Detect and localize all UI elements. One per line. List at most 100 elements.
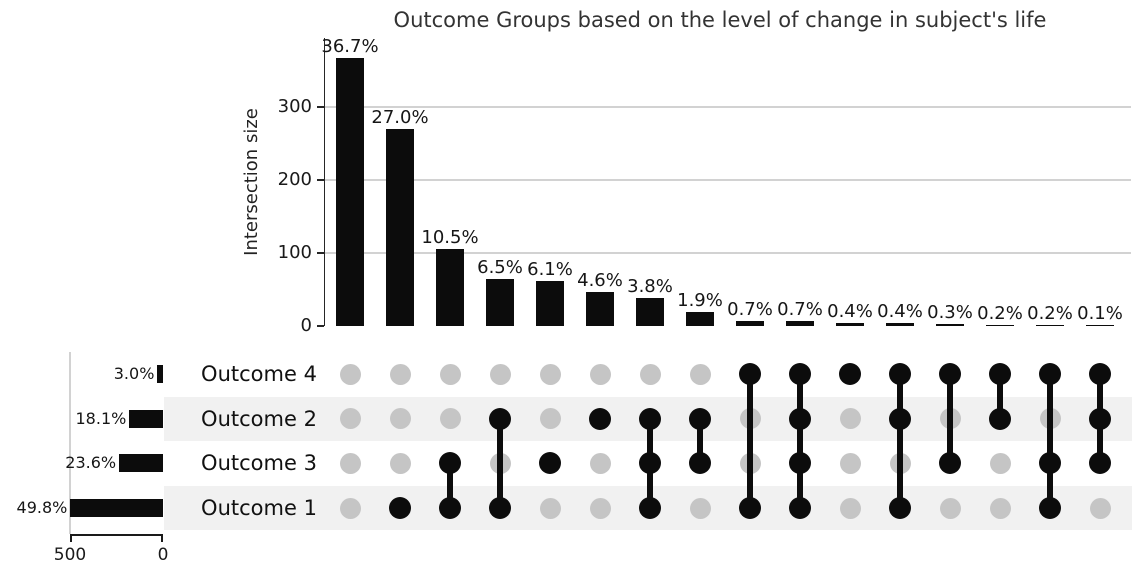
- intersection-bar: [536, 281, 564, 326]
- matrix-dot: [1089, 497, 1111, 519]
- matrix-dot: [1039, 363, 1061, 385]
- intersection-pct-label: 1.9%: [677, 290, 723, 312]
- set-axis-tick-label: 0: [157, 545, 169, 565]
- matrix-dot: [639, 497, 661, 520]
- matrix-dot: [889, 497, 911, 520]
- connector-line: [447, 463, 453, 509]
- intersection-pct-label: 0.3%: [927, 301, 973, 323]
- matrix-dot: [439, 408, 461, 430]
- matrix-dot: [789, 363, 811, 385]
- set-size-bar: [157, 365, 163, 383]
- y-axis-label: Intersection size: [241, 108, 262, 256]
- intersection-bar: [886, 323, 914, 326]
- intersection-pct-label: 0.7%: [777, 298, 823, 320]
- matrix-dot: [689, 407, 711, 430]
- matrix-dot: [1039, 497, 1061, 520]
- set-pct-label: 23.6%: [65, 453, 117, 473]
- matrix-dot: [689, 452, 711, 475]
- matrix-dot: [439, 497, 461, 520]
- intersection-pct-label: 10.5%: [421, 227, 479, 249]
- matrix-dot: [1089, 407, 1111, 430]
- matrix-dot: [639, 452, 661, 475]
- connector-line: [497, 418, 503, 509]
- set-axis-gridline: [69, 352, 71, 534]
- connector-line: [897, 374, 903, 509]
- intersection-pct-label: 0.2%: [977, 302, 1023, 324]
- set-axis-end-tick: [161, 534, 163, 542]
- y-axis-tick: [316, 252, 324, 254]
- intersection-pct-label: 0.4%: [827, 301, 873, 323]
- matrix-dot: [439, 452, 461, 475]
- set-pct-label: 18.1%: [75, 408, 127, 428]
- matrix-dot: [589, 407, 611, 430]
- intersection-bar: [1036, 324, 1064, 326]
- matrix-dot: [489, 363, 511, 385]
- matrix-dot: [889, 407, 911, 430]
- matrix-dot: [1039, 452, 1061, 475]
- matrix-dot: [689, 497, 711, 519]
- matrix-dot: [589, 497, 611, 519]
- connector-line: [697, 418, 703, 464]
- matrix-dot: [339, 497, 361, 519]
- intersection-pct-label: 36.7%: [321, 36, 379, 58]
- matrix-dot: [389, 452, 411, 474]
- matrix-dot: [989, 452, 1011, 474]
- matrix-dot: [539, 452, 561, 475]
- intersection-pct-label: 0.1%: [1077, 303, 1123, 324]
- matrix-dot: [389, 497, 411, 520]
- set-size-bar: [129, 409, 163, 428]
- matrix-dot: [539, 497, 561, 519]
- set-row-label: Outcome 1: [201, 496, 317, 521]
- matrix-dot: [1089, 452, 1111, 475]
- connector-line: [997, 374, 1003, 419]
- y-axis-spine: [323, 38, 326, 326]
- matrix-dot: [489, 407, 511, 430]
- plot-title: Outcome Groups based on the level of cha…: [393, 8, 1047, 32]
- set-axis-tick-label: 500: [53, 545, 87, 565]
- matrix-dot: [889, 363, 911, 385]
- y-axis-gridline: [325, 252, 1131, 254]
- matrix-dot: [739, 363, 761, 385]
- y-axis-tick-label: 300: [277, 96, 312, 117]
- connector-line: [1047, 374, 1053, 509]
- connector-line: [747, 374, 753, 509]
- intersection-bar: [486, 278, 514, 326]
- matrix-dot: [789, 497, 811, 520]
- intersection-bar: [786, 320, 814, 326]
- matrix-dot: [539, 363, 561, 385]
- matrix-dot: [389, 408, 411, 430]
- matrix-dot: [339, 452, 361, 474]
- matrix-dot: [939, 497, 961, 519]
- y-axis-tick-label: 200: [277, 169, 312, 190]
- matrix-dot: [939, 452, 961, 475]
- intersection-bar: [836, 323, 864, 326]
- matrix-dot: [839, 363, 861, 385]
- intersection-pct-label: 0.7%: [727, 298, 773, 320]
- matrix-dot: [639, 363, 661, 385]
- y-axis-tick: [316, 106, 324, 108]
- set-pct-label: 49.8%: [16, 498, 68, 518]
- matrix-dot: [539, 408, 561, 430]
- matrix-dot: [439, 363, 461, 385]
- intersection-pct-label: 0.4%: [877, 301, 923, 323]
- intersection-bar: [1086, 325, 1114, 326]
- y-axis-tick-label: 100: [277, 242, 312, 263]
- intersection-pct-label: 6.1%: [527, 259, 573, 281]
- set-size-bar: [70, 499, 163, 518]
- matrix-dot: [339, 408, 361, 430]
- matrix-dot: [339, 363, 361, 385]
- matrix-dot: [989, 407, 1011, 430]
- matrix-dot: [839, 408, 861, 430]
- matrix-dot: [489, 497, 511, 520]
- matrix-dot: [839, 497, 861, 519]
- y-axis-tick-label: 0: [300, 315, 312, 336]
- y-axis-tick: [316, 179, 324, 181]
- matrix-dot: [639, 407, 661, 430]
- matrix-dot: [939, 363, 961, 385]
- matrix-dot: [789, 452, 811, 475]
- set-axis-end-tick: [70, 534, 72, 542]
- connector-line: [797, 374, 803, 509]
- set-pct-label: 3.0%: [113, 364, 155, 383]
- matrix-dot: [589, 363, 611, 385]
- intersection-bar: [636, 298, 664, 326]
